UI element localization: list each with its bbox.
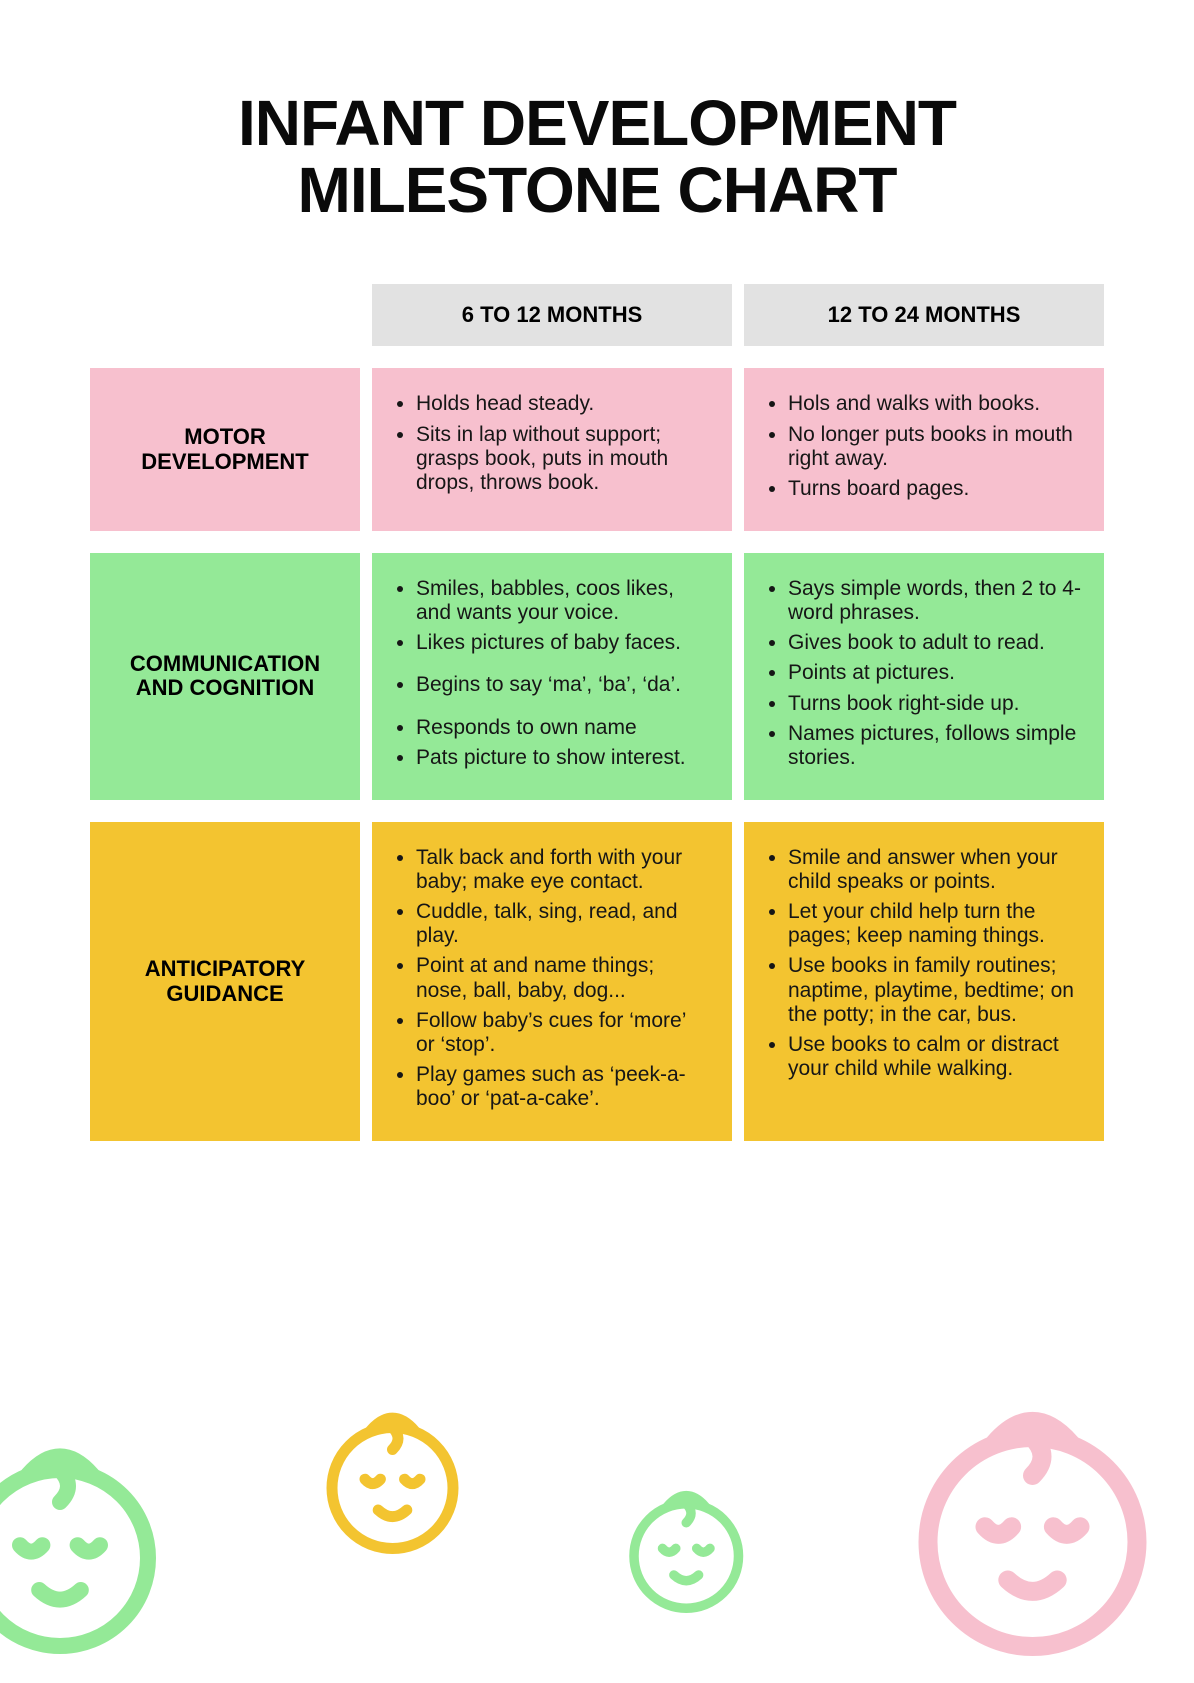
baby-icon (615, 1480, 758, 1628)
cell-1-0: Smiles, babbles, coos likes, and wants y… (372, 553, 732, 800)
list-item: No longer puts books in mouth right away… (788, 423, 1082, 471)
cell-2-1: Smile and answer when your child speaks … (744, 822, 1104, 1141)
cell-0-0: Holds head steady. Sits in lap without su… (372, 368, 732, 531)
list-item: Gives book to adult to read. (788, 631, 1082, 655)
row-label-2: ANTICIPATORY GUIDANCE (90, 822, 360, 1141)
list-item: Cuddle, talk, sing, read, and play. (416, 900, 710, 948)
row-label-1: COMMUNICATION AND COGNITION (90, 553, 360, 800)
page-title: INFANT DEVELOPMENT MILESTONE CHART (90, 90, 1104, 224)
list-item: Pats picture to show interest. (416, 746, 710, 770)
header-col-2: 12 TO 24 MONTHS (744, 284, 1104, 346)
list-item: Points at pictures. (788, 661, 1082, 685)
list-item: Play games such as ‘peek-a-boo’ or ‘pat-… (416, 1063, 710, 1111)
list-item: Turns board pages. (788, 477, 1082, 501)
cell-2-0: Talk back and forth with your baby; make… (372, 822, 732, 1141)
list-item: Smile and answer when your child speaks … (788, 846, 1082, 894)
baby-icon (0, 1430, 180, 1675)
list-item: Begins to say ‘ma’, ‘ba’, ‘da’. (416, 673, 710, 697)
list-item: Use books to calm or distract your child… (788, 1033, 1082, 1081)
list-item: Point at and name things; nose, ball, ba… (416, 954, 710, 1002)
header-col-1: 6 TO 12 MONTHS (372, 284, 732, 346)
header-empty (90, 284, 360, 346)
cell-1-1: Says simple words, then 2 to 4-word phra… (744, 553, 1104, 800)
list-item: Says simple words, then 2 to 4-word phra… (788, 577, 1082, 625)
list-item: Turns book right-side up. (788, 692, 1082, 716)
footer-decoration (0, 1383, 1194, 1683)
list-item: Holds head steady. (416, 392, 710, 416)
baby-icon (890, 1390, 1175, 1680)
list-item: Follow baby’s cues for ‘more’ or ‘stop’. (416, 1009, 710, 1057)
list-item: Let your child help turn the pages; keep… (788, 900, 1082, 948)
list-item: Names pictures, follows simple stories. (788, 722, 1082, 770)
list-item: Use books in family routines; naptime, p… (788, 954, 1082, 1026)
list-item: Sits in lap without support; grasps book… (416, 423, 710, 495)
list-item: Hols and walks with books. (788, 392, 1082, 416)
list-item: Likes pictures of baby faces. (416, 631, 710, 655)
list-item: Smiles, babbles, coos likes, and wants y… (416, 577, 710, 625)
list-item: Responds to own name (416, 716, 710, 740)
cell-0-1: Hols and walks with books. No longer puts… (744, 368, 1104, 531)
milestone-chart: 6 TO 12 MONTHS 12 TO 24 MONTHS MOTOR DEV… (90, 284, 1104, 1141)
row-label-0: MOTOR DEVELOPMENT (90, 368, 360, 531)
baby-icon (310, 1400, 475, 1570)
list-item: Talk back and forth with your baby; make… (416, 846, 710, 894)
